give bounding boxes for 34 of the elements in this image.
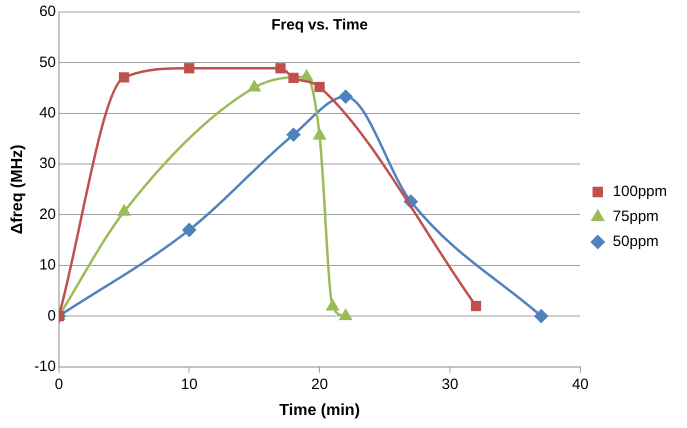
y-tick-label: 60 — [39, 3, 56, 20]
y-axis-title: Δfreq (MHz) — [9, 144, 26, 234]
point — [248, 80, 260, 92]
x-tick-label: 30 — [442, 376, 458, 393]
point — [184, 63, 194, 74]
x-axis-title: Time (min) — [279, 402, 360, 419]
point — [534, 309, 548, 323]
chart-title: Freq vs. Time — [271, 16, 368, 34]
x-tick-label: 40 — [572, 376, 589, 393]
y-tick-label: 10 — [39, 256, 56, 274]
point — [300, 70, 313, 81]
x-tick-label: 10 — [180, 376, 198, 393]
point — [340, 309, 352, 320]
point — [275, 63, 286, 74]
point — [286, 128, 300, 142]
point — [182, 223, 196, 237]
y-tick-label: 0 — [48, 307, 56, 324]
point — [314, 128, 326, 140]
y-tick-label: 20 — [39, 206, 56, 223]
point — [338, 90, 352, 104]
y-tick-label: 40 — [39, 104, 56, 122]
y-tick-label: 30 — [39, 155, 56, 172]
x-tick-label: 20 — [311, 376, 328, 393]
legend-label: 50ppm — [612, 233, 659, 250]
legend-label: 100ppm — [612, 183, 668, 200]
point — [470, 300, 482, 312]
y-tick-label: 50 — [39, 54, 56, 71]
point — [118, 204, 130, 216]
point — [314, 82, 325, 92]
point — [326, 300, 339, 310]
point — [118, 72, 130, 83]
point — [288, 72, 299, 84]
legend-label: 75ppm — [612, 208, 659, 226]
y-tick-label: -10 — [34, 358, 56, 375]
